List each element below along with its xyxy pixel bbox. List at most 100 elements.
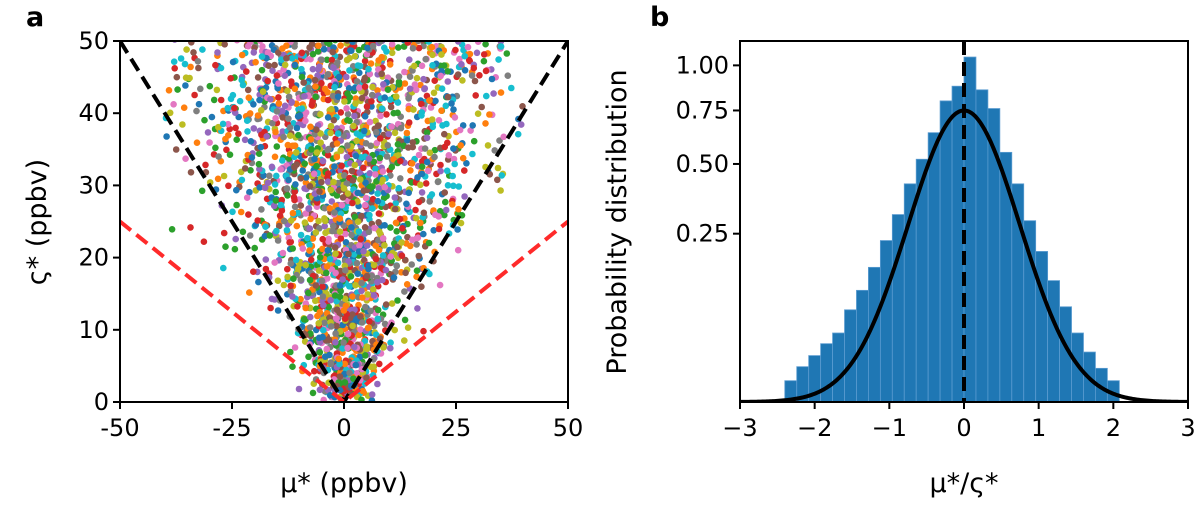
scatter-point <box>422 55 430 63</box>
scatter-point <box>438 85 446 92</box>
scatter-point <box>297 295 304 303</box>
scatter-point <box>215 153 222 160</box>
scatter-point <box>467 127 474 134</box>
scatter-point <box>399 225 406 232</box>
scatter-point <box>313 149 321 156</box>
scatter-point <box>455 183 463 190</box>
scatter-point <box>314 28 321 35</box>
scatter-point <box>367 307 374 315</box>
y-axis-label-b: Probability distribution <box>602 69 633 374</box>
scatter-point <box>187 169 195 176</box>
scatter-point <box>375 27 382 34</box>
scatter-point <box>275 27 282 34</box>
scatter-point <box>265 62 273 69</box>
scatter-point <box>195 64 202 72</box>
scatter-point <box>298 73 306 81</box>
scatter-point <box>496 137 503 144</box>
scatter-point <box>213 86 221 94</box>
scatter-point <box>256 184 264 191</box>
scatter-point <box>329 48 337 56</box>
scatter-point <box>290 194 298 201</box>
scatter-point <box>431 146 439 154</box>
scatter-point <box>295 385 303 393</box>
scatter-point <box>316 188 323 195</box>
scatter-point <box>329 92 337 100</box>
scatter-point <box>312 229 320 236</box>
scatter-point <box>279 107 286 115</box>
scatter-point <box>298 65 305 73</box>
scatter-point <box>369 42 377 50</box>
scatter-point <box>421 85 429 92</box>
scatter-point <box>334 259 342 267</box>
scatter-point <box>353 78 361 85</box>
scatter-point <box>418 62 426 70</box>
scatter-point <box>337 287 345 295</box>
scatter-point <box>358 287 365 295</box>
scatter-point <box>284 265 291 273</box>
scatter-point <box>414 30 421 37</box>
scatter-point <box>490 90 497 97</box>
scatter-point <box>226 151 234 158</box>
scatter-point <box>269 67 276 74</box>
scatter-point <box>344 90 351 97</box>
scatter-point <box>328 56 336 64</box>
scatter-point <box>254 112 262 119</box>
scatter-point <box>341 315 349 323</box>
scatter-point <box>417 32 424 39</box>
scatter-point <box>321 319 328 327</box>
scatter-point <box>436 207 444 215</box>
scatter-point <box>437 167 444 175</box>
scatter-point <box>302 304 310 312</box>
scatter-point <box>369 286 377 293</box>
scatter-point <box>469 122 477 129</box>
scatter-point <box>342 302 350 310</box>
scatter-point <box>301 160 309 167</box>
scatter-point <box>403 129 411 137</box>
scatter-point <box>239 228 247 236</box>
scatter-point <box>275 80 282 87</box>
scatter-point <box>220 229 228 237</box>
scatter-point <box>317 139 324 146</box>
scatter-point <box>321 217 329 225</box>
scatter-point <box>356 24 363 31</box>
scatter-point <box>452 27 459 34</box>
scatter-point <box>348 231 355 239</box>
scatter-point <box>307 215 314 223</box>
scatter-point <box>307 313 314 321</box>
scatter-point <box>326 205 334 212</box>
scatter-point <box>279 45 286 52</box>
scatter-point <box>372 171 379 178</box>
scatter-point <box>293 149 300 156</box>
scatter-point <box>309 389 317 397</box>
scatter-point <box>291 61 299 69</box>
scatter-point <box>430 89 438 97</box>
scatter-point <box>273 143 281 150</box>
scatter-point <box>455 205 462 213</box>
scatter-point <box>297 175 305 182</box>
scatter-point <box>360 34 367 41</box>
scatter-point <box>195 100 203 108</box>
scatter-point <box>380 344 387 351</box>
scatter-point <box>476 30 483 37</box>
scatter-point <box>320 24 327 31</box>
scatter-point <box>494 176 501 184</box>
scatter-point <box>279 128 287 135</box>
scatter-point <box>319 235 327 243</box>
scatter-point <box>363 272 371 280</box>
scatter-point <box>448 100 455 107</box>
scatter-point <box>366 211 373 219</box>
x-tick-label: 2 <box>1106 414 1121 442</box>
scatter-point <box>250 101 257 108</box>
scatter-point <box>356 242 363 249</box>
scatter-point <box>217 64 225 72</box>
scatter-point <box>288 55 296 62</box>
scatter-point <box>235 130 242 137</box>
scatter-point <box>383 111 390 118</box>
scatter-point <box>434 178 442 186</box>
scatter-point <box>398 33 405 40</box>
scatter-point <box>214 175 222 183</box>
scatter-point <box>343 56 351 64</box>
scatter-point <box>278 196 286 204</box>
scatter-point <box>388 41 396 48</box>
scatter-point <box>388 123 395 130</box>
